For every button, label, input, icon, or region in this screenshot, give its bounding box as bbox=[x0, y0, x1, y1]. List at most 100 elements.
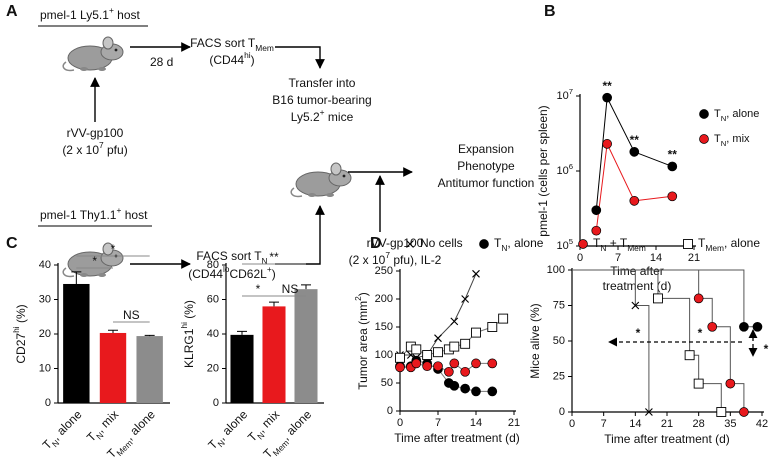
x-tick-label: 7 bbox=[615, 252, 621, 264]
text-part: Mem bbox=[705, 243, 724, 253]
transfer-label: B16 tumor-bearing bbox=[272, 93, 371, 107]
text-part: pfu), IL-2 bbox=[390, 253, 442, 267]
data-point bbox=[434, 334, 442, 343]
x-tick-label: 14 bbox=[470, 417, 482, 429]
text-part: host bbox=[121, 208, 148, 222]
text-part: (2 x 10 bbox=[62, 143, 99, 157]
diagram: pmel-1 Ly5.1+ host 28 d FACS sort TMem (… bbox=[38, 5, 534, 281]
text-part: hi bbox=[179, 322, 189, 329]
data-point bbox=[422, 361, 432, 372]
text-part: (%) bbox=[14, 304, 28, 326]
data-point bbox=[449, 341, 460, 352]
x-tick-label: TN, alone bbox=[206, 407, 253, 454]
error-bar bbox=[301, 284, 311, 290]
data-point bbox=[411, 344, 422, 355]
data-point bbox=[707, 321, 718, 332]
y-tick-label: 40 bbox=[39, 259, 51, 271]
text-part: FACS sort T bbox=[190, 36, 256, 50]
significance-label: * bbox=[111, 242, 116, 256]
sort-label: FACS sort TN bbox=[196, 249, 267, 266]
text-part: + bbox=[116, 205, 121, 215]
text-part: , alone bbox=[726, 108, 759, 120]
text-part: (2 x 10 bbox=[349, 253, 386, 267]
series-line bbox=[572, 269, 758, 328]
legend-marker bbox=[683, 239, 693, 249]
x-tick-label: 35 bbox=[724, 418, 736, 430]
error-bar bbox=[108, 329, 118, 333]
transfer-label: Ly5.2+ mice bbox=[291, 107, 354, 124]
y-tick-label: 30 bbox=[39, 293, 51, 305]
x-tick-label: 0 bbox=[397, 417, 403, 429]
data-point bbox=[433, 347, 443, 358]
text-part: ) bbox=[251, 53, 255, 67]
legend-label: TMem, alone bbox=[698, 236, 760, 253]
legend-label: TN, alone bbox=[494, 236, 544, 253]
x-tick-label: TN, mix bbox=[245, 407, 284, 446]
text-part: Mem bbox=[255, 43, 274, 53]
text-part: Mem bbox=[627, 243, 646, 253]
error-bar bbox=[269, 301, 279, 307]
data-point bbox=[487, 322, 498, 332]
text-part: , alone bbox=[215, 407, 251, 443]
legend-label: TN + TMem bbox=[593, 236, 646, 253]
text-part: hi bbox=[11, 326, 21, 333]
data-point bbox=[449, 358, 460, 369]
y-axis-label: KLRG1hi (%) bbox=[179, 300, 196, 368]
significance-label: * bbox=[256, 282, 261, 296]
legend-label: TN, mix bbox=[714, 133, 750, 148]
x-axis-label: Time after treatment (d) bbox=[604, 432, 730, 446]
panel-label: A bbox=[6, 3, 18, 20]
x-tick-label: 21 bbox=[508, 417, 520, 429]
text-part: 10 bbox=[556, 90, 568, 102]
data-point bbox=[602, 92, 612, 103]
data-point bbox=[739, 321, 749, 332]
y-tick-label: 80 bbox=[207, 259, 219, 271]
bar bbox=[136, 336, 163, 403]
data-point bbox=[395, 362, 405, 373]
text-part: T bbox=[714, 133, 721, 145]
outcome-label: Antitumor function bbox=[438, 176, 535, 190]
data-point bbox=[450, 317, 459, 326]
text-part: N bbox=[94, 430, 105, 441]
legend-marker bbox=[479, 239, 489, 249]
text-part: , alone bbox=[123, 407, 159, 443]
text-part: (CD44 bbox=[188, 267, 223, 281]
text-part: T bbox=[593, 236, 601, 250]
data-point bbox=[487, 358, 498, 369]
y-tick-label: 60 bbox=[207, 293, 219, 305]
data-point bbox=[444, 366, 454, 377]
legend-marker bbox=[578, 239, 588, 249]
annotation: * bbox=[636, 326, 641, 340]
text-part: 7 bbox=[99, 140, 104, 150]
virus-dose: (2 x 107 pfu) bbox=[62, 140, 127, 157]
text-part: 5 bbox=[569, 237, 573, 246]
bar bbox=[230, 334, 254, 403]
text-part: + T bbox=[606, 236, 627, 250]
outcome-label: Phenotype bbox=[457, 159, 515, 173]
text-part: Ly5.2 bbox=[291, 110, 320, 124]
text-part: CD27 bbox=[14, 333, 28, 364]
text-part: ) bbox=[272, 267, 276, 281]
x-axis-label: treatment (d) bbox=[603, 279, 672, 293]
data-point bbox=[471, 327, 481, 338]
significance-label: ** bbox=[269, 250, 279, 264]
text-part: (CD44 bbox=[209, 53, 244, 67]
virus-label: rVV-gp100 bbox=[367, 236, 424, 250]
y-tick-label: 150 bbox=[375, 321, 393, 333]
text-part: T bbox=[494, 236, 502, 250]
text-part: host bbox=[114, 8, 141, 22]
text-part: + bbox=[267, 264, 272, 274]
y-axis-label: Tumor area (mm2) bbox=[353, 292, 370, 390]
bar bbox=[63, 283, 90, 403]
data-point bbox=[629, 195, 640, 206]
data-point bbox=[716, 407, 727, 417]
legend-marker bbox=[699, 134, 709, 144]
y-axis-label: pmel-1 (cells per spleen) bbox=[536, 105, 550, 236]
error-bar bbox=[237, 330, 247, 335]
text-part: 10 bbox=[556, 165, 568, 177]
text-part: N bbox=[262, 256, 268, 266]
panel-label: C bbox=[6, 235, 18, 252]
data-point bbox=[471, 386, 481, 397]
bar bbox=[294, 289, 318, 403]
